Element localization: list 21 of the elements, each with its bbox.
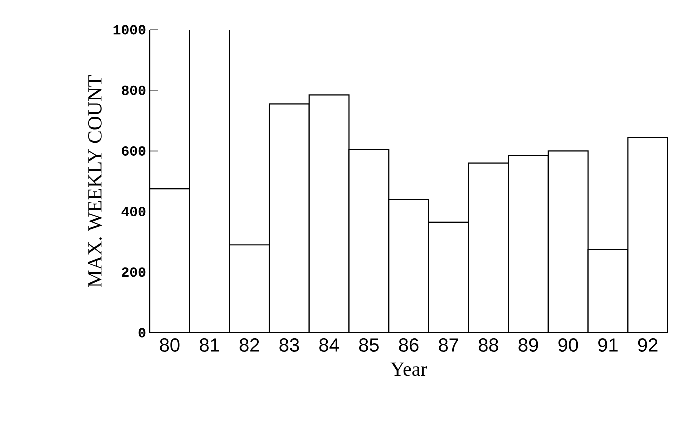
x-tick-label: 85 (359, 338, 379, 352)
x-tick-label: 91 (598, 338, 618, 352)
x-tick-label: 87 (439, 338, 458, 352)
x-axis-title: Year (390, 362, 428, 376)
x-tick-label: 81 (200, 338, 220, 352)
y-tick-label: 0 (138, 328, 146, 338)
x-tick-label: 92 (638, 338, 658, 352)
x-tick-label: 88 (478, 338, 498, 352)
x-tick-label: 82 (240, 338, 260, 352)
y-tick-label: 200 (122, 268, 146, 278)
x-tick-label: 86 (399, 338, 419, 352)
y-tick-label: 800 (122, 86, 146, 96)
y-tick-label: 1000 (114, 25, 146, 35)
y-tick-label: 600 (122, 146, 146, 156)
x-tick-label: 84 (320, 338, 340, 352)
y-axis-title: MAX. WEEKLY COUNT (88, 75, 102, 288)
x-tick-label: 80 (160, 338, 180, 352)
y-tick-label: 400 (122, 207, 146, 217)
x-tick-label: 83 (280, 338, 300, 352)
x-tick-label: 90 (558, 338, 578, 352)
x-tick-label: 89 (518, 338, 538, 352)
